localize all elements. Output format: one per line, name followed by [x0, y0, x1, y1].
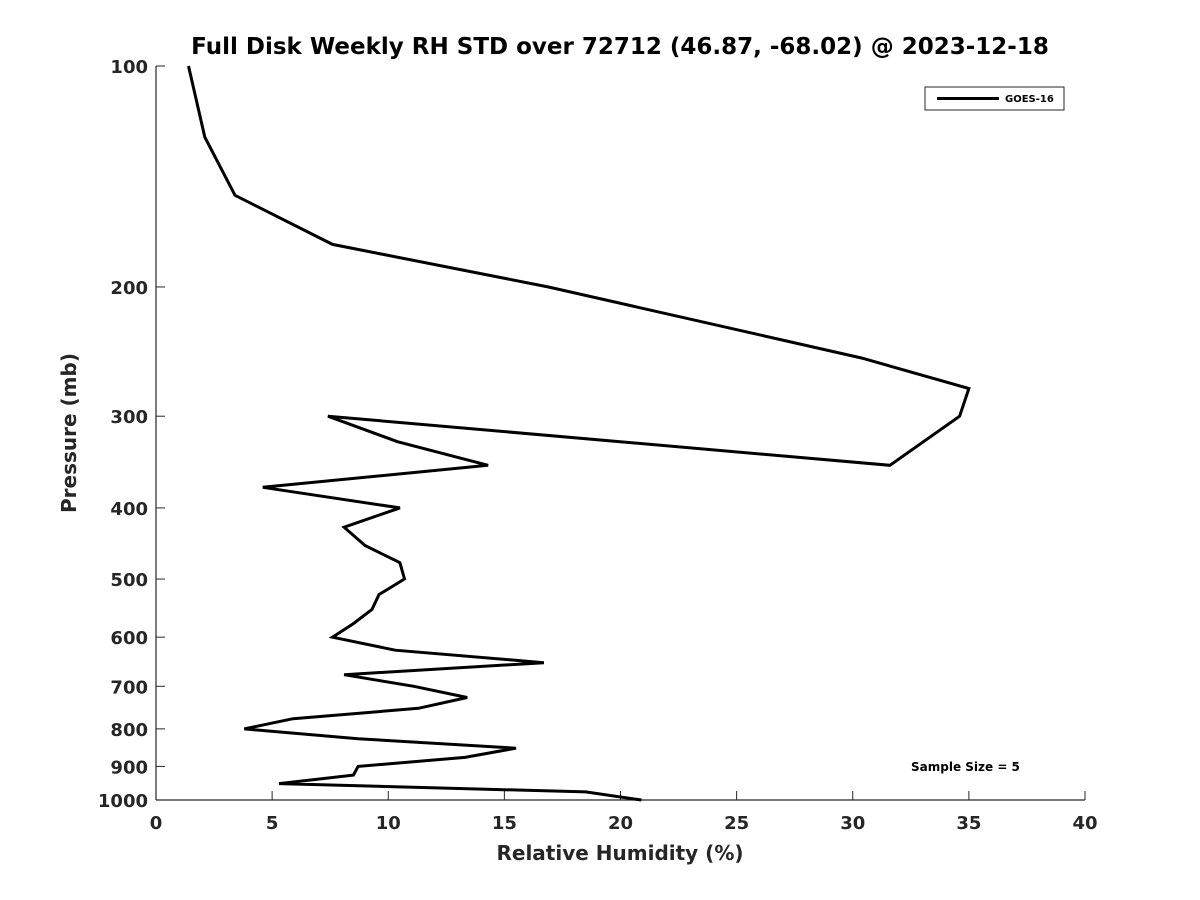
x-tick-label: 35	[956, 813, 981, 834]
chart-title: Full Disk Weekly RH STD over 72712 (46.8…	[191, 34, 1049, 60]
x-tick-label: 0	[150, 813, 163, 834]
y-axis-label: Pressure (mb)	[57, 353, 81, 513]
x-axis-label: Relative Humidity (%)	[496, 841, 743, 865]
x-tick-label: 25	[724, 813, 749, 834]
y-tick-label: 1000	[98, 791, 148, 812]
y-tick-label: 300	[110, 407, 148, 428]
sample-size-annotation: Sample Size = 5	[911, 760, 1020, 774]
x-tick-label: 20	[608, 813, 633, 834]
y-tick-label: 400	[110, 499, 148, 520]
x-tick-label: 5	[266, 813, 279, 834]
y-tick-label: 900	[110, 757, 148, 778]
series-layer	[187, 65, 971, 802]
y-axis-ticks: 100 200 300 400 500 600 700 800 900 1000	[98, 57, 165, 812]
legend: GOES-16	[924, 86, 1065, 111]
x-tick-label: 15	[492, 813, 517, 834]
y-tick-label: 100	[110, 57, 148, 78]
series-line-goes-16	[187, 65, 971, 802]
x-tick-label: 30	[840, 813, 865, 834]
x-axis-ticks: 0 5 10 15 20 25 30 35 40	[150, 791, 1098, 834]
y-tick-label: 800	[110, 720, 148, 741]
y-tick-label: 200	[110, 278, 148, 299]
x-tick-label: 10	[376, 813, 401, 834]
y-tick-label: 500	[110, 570, 148, 591]
x-tick-label: 40	[1072, 813, 1097, 834]
y-tick-label: 700	[110, 677, 148, 698]
legend-label-goes-16: GOES-16	[1005, 94, 1054, 105]
plot-area	[155, 66, 1085, 801]
y-tick-label: 600	[110, 628, 148, 649]
